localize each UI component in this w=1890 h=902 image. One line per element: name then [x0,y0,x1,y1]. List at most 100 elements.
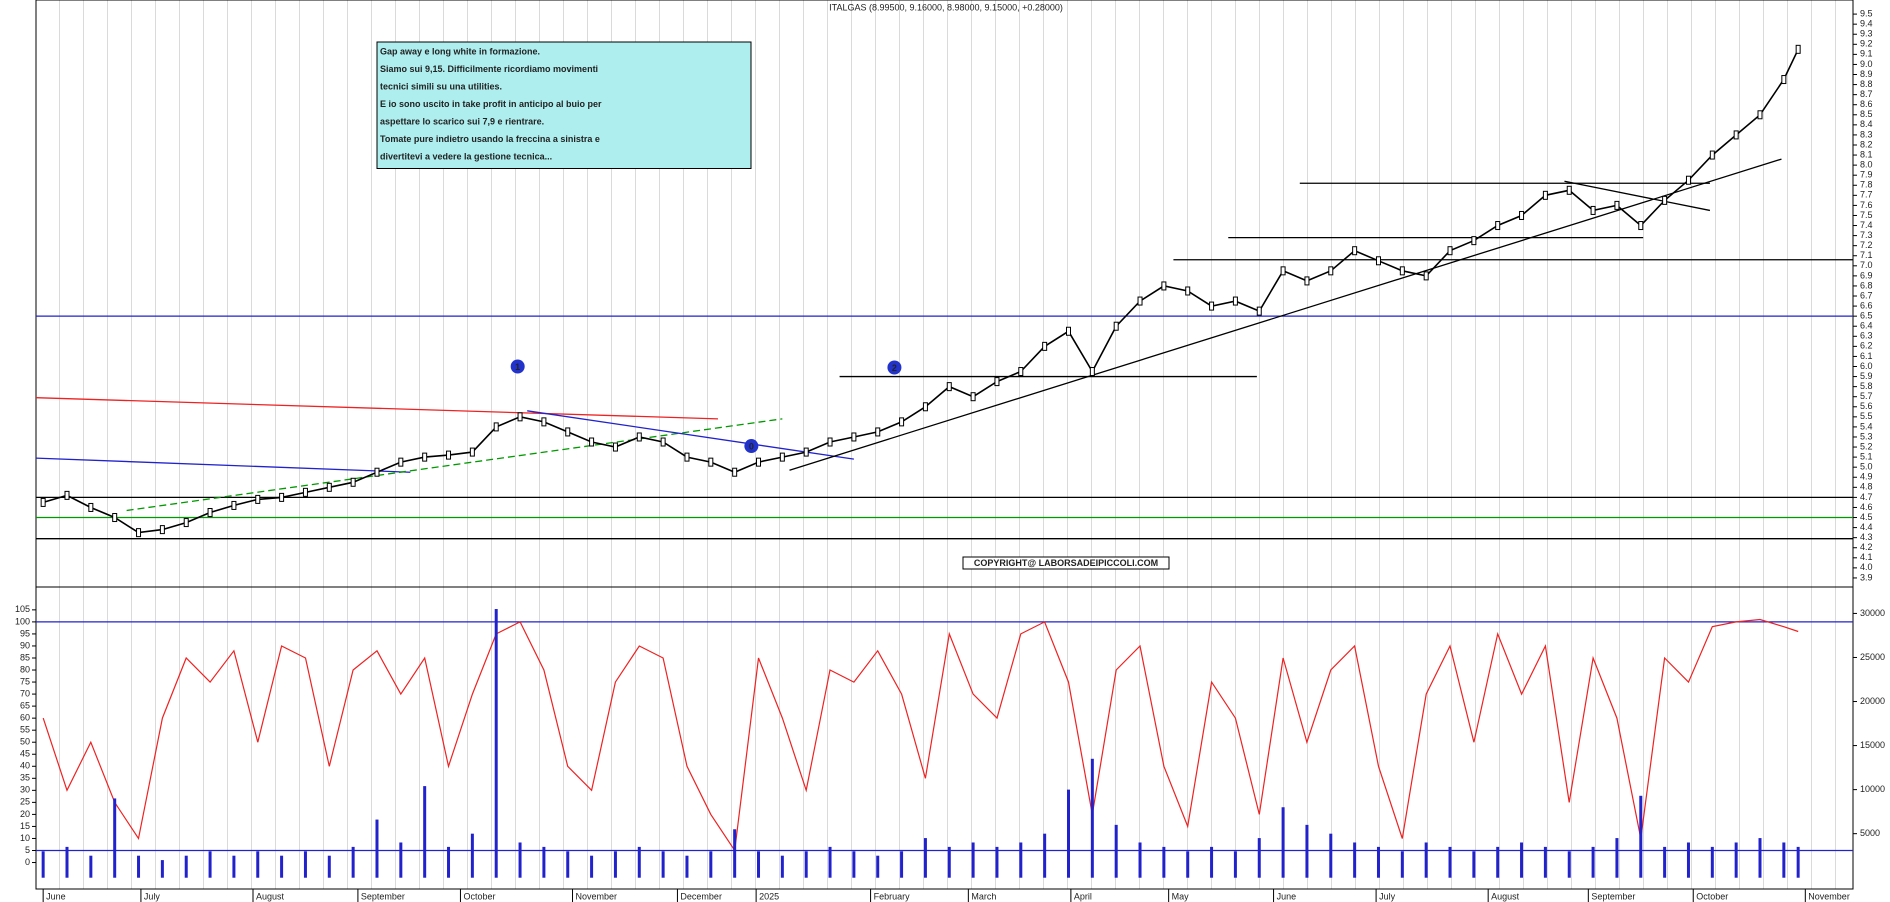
volume-bar [1281,807,1285,878]
price-candle [875,427,881,437]
price-candle [612,442,618,452]
price-candle [1662,195,1668,205]
price-candle [922,402,928,412]
price-candle [1328,266,1334,276]
volume-bar [1186,851,1190,878]
y-tick-label: 4.9 [1860,472,1873,482]
volume-bar [1257,838,1261,878]
volume-bar [1353,842,1357,878]
volume-bar [1114,824,1118,878]
price-candle [684,452,690,462]
y-tick-label: 5.6 [1860,401,1873,411]
y-tick-label: 45 [20,749,30,759]
volume-bar [1734,842,1738,878]
price-candle [1137,296,1143,306]
price-candle [374,467,380,477]
price-candle [1685,175,1691,185]
x-tick-label: September [361,891,405,901]
y2-tick-label: 20000 [1860,696,1885,706]
volume-bar [399,842,403,878]
y-tick-label: 6.1 [1860,351,1873,361]
volume-bar [613,851,617,878]
price-candle [1423,271,1429,281]
price-candle [1280,266,1286,276]
y-tick-label: 3.9 [1860,572,1873,582]
trend-line [35,397,718,420]
y-tick-label: 40 [20,761,30,771]
price-candle [1256,306,1262,316]
x-tick-label: October [1696,891,1728,901]
volume-bar [470,833,474,878]
y-tick-label: 4.4 [1860,522,1873,532]
volume-bar [137,855,141,878]
price-candle [112,513,118,523]
price-candle [1113,321,1119,331]
price-candle [827,437,833,447]
copyright-box [962,556,1170,570]
y-tick-label: 4.0 [1860,562,1873,572]
oscillator-line [42,618,1799,853]
x-tick-label: September [1591,891,1635,901]
price-candle [136,528,142,538]
price-candle [899,417,905,427]
y-tick-label: 90 [20,640,30,650]
y-tick-label: 65 [20,700,30,710]
y-tick-label: 75 [20,676,30,686]
x-tick-label: May [1172,891,1190,901]
volume-bar [447,846,451,878]
price-candle [660,437,666,447]
volume-bar [1591,846,1595,878]
price-candle [1161,281,1167,291]
volume-bar [637,846,641,878]
price-candle [1495,221,1501,231]
price-candle [946,382,952,392]
volume-bar [1615,838,1619,878]
volume-bar [1329,833,1333,878]
price-candle [1375,256,1381,266]
note-line: Gap away e long white in formazione. [380,46,540,56]
price-candle [1399,266,1405,276]
price-candle [1519,210,1525,220]
volume-bar [923,838,927,878]
y-tick-label: 30 [20,785,30,795]
y-tick-label: 4.2 [1860,542,1873,552]
y-tick-label: 4.5 [1860,512,1873,522]
volume-bar [1138,842,1142,878]
y-tick-label: 100 [15,616,30,626]
y-tick-label: 5.1 [1860,451,1873,461]
price-candle [40,497,46,507]
volume-bar [375,819,379,878]
x-tick-label: April [1074,891,1092,901]
volume-bar [947,846,951,878]
marker-label: 0 [749,441,754,451]
note-line: aspettare lo scarico sui 7,9 e rientrare… [380,116,544,126]
marker [887,360,902,375]
note-line: E io sono uscito in take profit in antic… [380,99,602,109]
chart-title: ITALGAS (8.99500, 9.16000, 8.98000, 9.15… [829,2,1063,12]
price-candle [803,447,809,457]
x-tick-label: October [463,891,495,901]
x-tick-label: 2025 [759,891,779,901]
x-tick-label: June [1277,891,1297,901]
price-candle [756,457,762,467]
volume-bar [65,846,69,878]
volume-bar [160,860,164,878]
y-tick-label: 8.5 [1860,109,1873,119]
trend-line [126,418,783,512]
volume-bar [518,842,522,878]
volume-bar [804,851,808,878]
volume-bar [876,855,880,878]
y-tick-label: 5.0 [1860,462,1873,472]
price-candle [732,467,738,477]
y-tick-label: 7.5 [1860,210,1873,220]
price-candle [64,490,70,500]
x-tick-label: November [576,891,618,901]
y-tick-label: 6.0 [1860,361,1873,371]
volume-bar [685,855,689,878]
y-tick-label: 105 [15,604,30,614]
price-candle [1795,44,1801,54]
y-tick-label: 55 [20,725,30,735]
x-tick-label: March [971,891,996,901]
price-candle [1781,75,1787,85]
y-tick-label: 8.9 [1860,69,1873,79]
